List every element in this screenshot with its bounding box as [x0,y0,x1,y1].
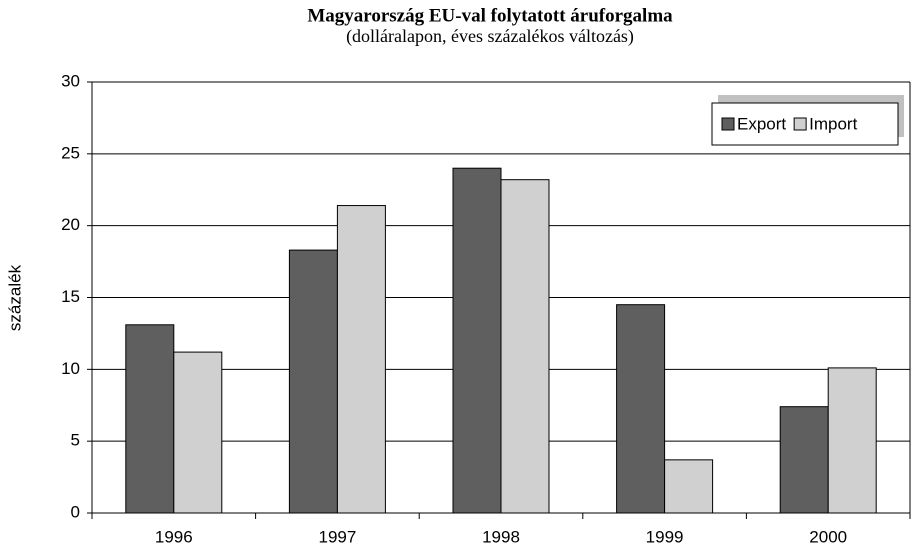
bar [288,249,338,514]
bar [125,324,175,514]
bar [827,367,877,514]
y-tick-label: 5 [71,431,80,450]
x-tick-label: 1997 [318,527,356,546]
x-tick-label: 1996 [155,527,193,546]
y-tick-label: 0 [71,502,80,521]
legend-swatch [721,117,735,131]
legend-swatch [793,117,807,131]
bar [173,351,223,514]
y-tick-label: 30 [61,71,80,90]
bar [500,179,550,514]
chart-title: Magyarország EU-val folytatott áruforgal… [307,5,673,26]
bar [452,167,502,514]
x-tick-label: 1998 [482,527,520,546]
bar [336,205,386,514]
x-tick-label: 2000 [809,527,847,546]
bar [779,406,829,514]
y-tick-label: 10 [61,359,80,378]
legend-label: Import [809,114,857,133]
legend-label: Export [737,114,786,133]
x-tick-label: 1999 [646,527,684,546]
y-axis-label: százalék [5,264,24,331]
bar [664,459,714,514]
y-tick-label: 20 [61,215,80,234]
y-tick-label: 15 [61,287,80,306]
y-tick-label: 25 [61,143,80,162]
bar [616,304,666,514]
chart-subtitle: (dolláralapon, éves százalékos változás) [346,26,634,47]
